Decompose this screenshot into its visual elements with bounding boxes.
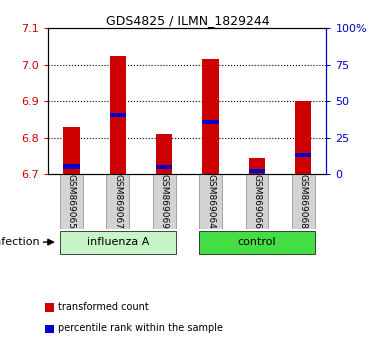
Bar — [106, 175, 129, 229]
Text: GSM869064: GSM869064 — [206, 175, 215, 229]
Bar — [156, 165, 172, 169]
Bar — [203, 59, 219, 175]
Bar — [249, 169, 265, 173]
Bar — [295, 101, 311, 175]
Text: infection: infection — [0, 237, 39, 247]
Bar — [199, 175, 222, 229]
Bar — [199, 230, 315, 253]
Text: transformed count: transformed count — [58, 302, 148, 312]
Text: GSM869069: GSM869069 — [160, 175, 169, 229]
Text: GSM869066: GSM869066 — [252, 175, 262, 229]
Bar — [63, 164, 79, 169]
Bar — [60, 230, 175, 253]
Bar — [249, 158, 265, 175]
Text: percentile rank within the sample: percentile rank within the sample — [58, 323, 223, 333]
Bar — [110, 56, 126, 175]
Text: GSM869068: GSM869068 — [299, 175, 308, 229]
Bar — [153, 175, 175, 229]
Title: GDS4825 / ILMN_1829244: GDS4825 / ILMN_1829244 — [105, 14, 269, 27]
Bar — [63, 127, 79, 175]
Text: control: control — [237, 237, 276, 247]
Bar — [60, 175, 83, 229]
Text: influenza A: influenza A — [86, 237, 149, 247]
Bar — [246, 175, 268, 229]
Bar — [156, 134, 172, 175]
Text: GSM869065: GSM869065 — [67, 175, 76, 229]
Bar — [295, 153, 311, 157]
Text: GSM869067: GSM869067 — [113, 175, 122, 229]
Bar — [292, 175, 315, 229]
Bar — [110, 113, 126, 117]
Bar — [203, 120, 219, 124]
